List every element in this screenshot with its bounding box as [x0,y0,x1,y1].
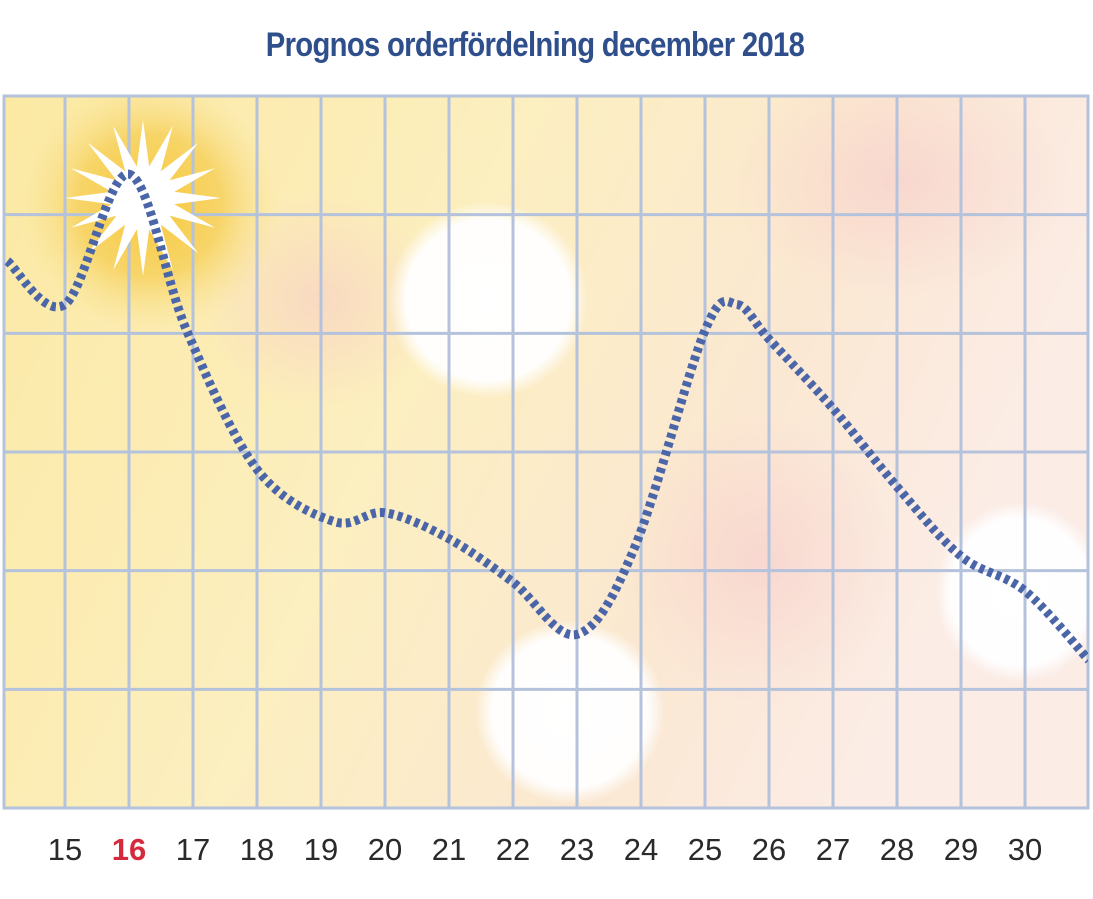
x-tick-label: 23 [560,832,594,867]
x-axis-ticks: 15 16 17 18 19 20 21 22 23 24 25 26 27 28 29 30 [48,832,1042,867]
x-tick-label: 30 [1008,832,1042,867]
x-tick-label: 29 [944,832,978,867]
forecast-series [4,169,1088,664]
x-tick-label: 26 [752,832,786,867]
x-tick-label: 20 [368,832,402,867]
x-tick-label: 25 [688,832,722,867]
x-tick-label: 19 [304,832,338,867]
x-tick-label: 17 [176,832,210,867]
chart-title: Prognos orderfördelning december 2018 [265,26,805,64]
x-tick-label: 18 [240,832,274,867]
x-tick-label: 28 [880,832,914,867]
x-tick-label: 24 [624,832,658,867]
forecast-series-line [4,169,1088,664]
x-tick-label: 16 [112,832,146,867]
x-tick-label: 22 [496,832,530,867]
x-tick-label: 21 [432,832,466,867]
x-tick-label: 27 [816,832,850,867]
x-tick-label: 15 [48,832,82,867]
grid [2,94,1090,810]
